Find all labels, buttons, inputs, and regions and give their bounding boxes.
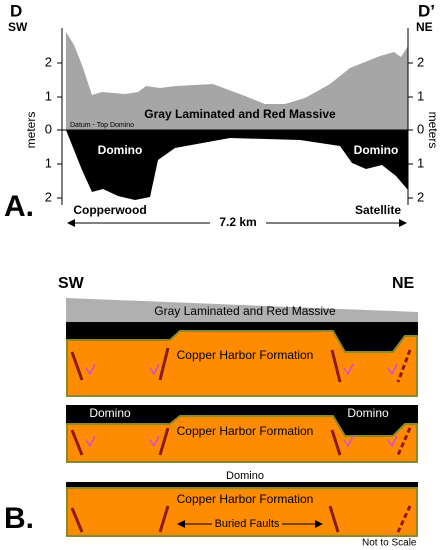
tick-label: 1 [417, 155, 424, 170]
direction: NE [392, 275, 415, 292]
unit-label: Gray Laminated and Red Massive [144, 107, 336, 121]
tick-label: 0 [417, 121, 424, 136]
tick-label: 1 [45, 155, 52, 170]
formation-label: Copper Harbor Formation [177, 424, 314, 438]
tick-label: 1 [417, 88, 424, 103]
panel-b: SW NE Gray Laminated and Red Massive Cop… [4, 275, 418, 549]
slip-marks [85, 363, 398, 448]
faults [70, 347, 412, 533]
section-letter: D [10, 1, 22, 20]
axis-label: meters [426, 112, 440, 149]
datum-label: Datum - Top Domino [70, 122, 134, 129]
axis-label: meters [24, 112, 38, 149]
distance-label: 7.2 km [219, 215, 256, 229]
scale-note: Not to Scale [362, 538, 417, 549]
direction: SW [58, 275, 85, 292]
formation [66, 487, 418, 537]
formation [66, 415, 418, 463]
site-label: Copperwood [73, 203, 146, 217]
tick-label: 2 [45, 189, 52, 204]
unit-label: Gray Laminated and Red Massive [154, 304, 336, 318]
direction: NE [416, 20, 433, 34]
domino-label: Domino [98, 143, 143, 157]
site-label: Satellite [355, 203, 401, 217]
tick-label: 0 [45, 121, 52, 136]
domino-label: Domino [354, 143, 399, 157]
panel-label: A. [4, 190, 34, 223]
panel-a: 2 2 1 1 0 0 1 1 2 2 D SW D’ NE meters meters Gray… [4, 1, 440, 229]
formation-label: Copper Harbor Formation [177, 348, 314, 362]
tick-label: 2 [417, 54, 424, 69]
formation-label: Copper Harbor Formation [177, 492, 314, 506]
tick-label: 2 [417, 189, 424, 204]
ticks: 2 2 1 1 0 0 1 1 2 2 [45, 54, 424, 204]
formation [66, 330, 418, 397]
domino-label: Domino [89, 406, 131, 420]
domino-label: Domino [347, 406, 389, 420]
fault-label: Buried Faults [215, 518, 280, 530]
tick-label: 1 [45, 88, 52, 103]
domino-layer [66, 482, 418, 488]
domino-label: Domino [226, 470, 264, 482]
gray-layer [66, 298, 418, 324]
panel-label: B. [4, 502, 34, 535]
tick-label: 2 [45, 54, 52, 69]
direction: SW [8, 20, 28, 34]
section-letter: D’ [418, 1, 435, 20]
domino-profile [66, 130, 408, 200]
gray-profile [66, 32, 408, 130]
